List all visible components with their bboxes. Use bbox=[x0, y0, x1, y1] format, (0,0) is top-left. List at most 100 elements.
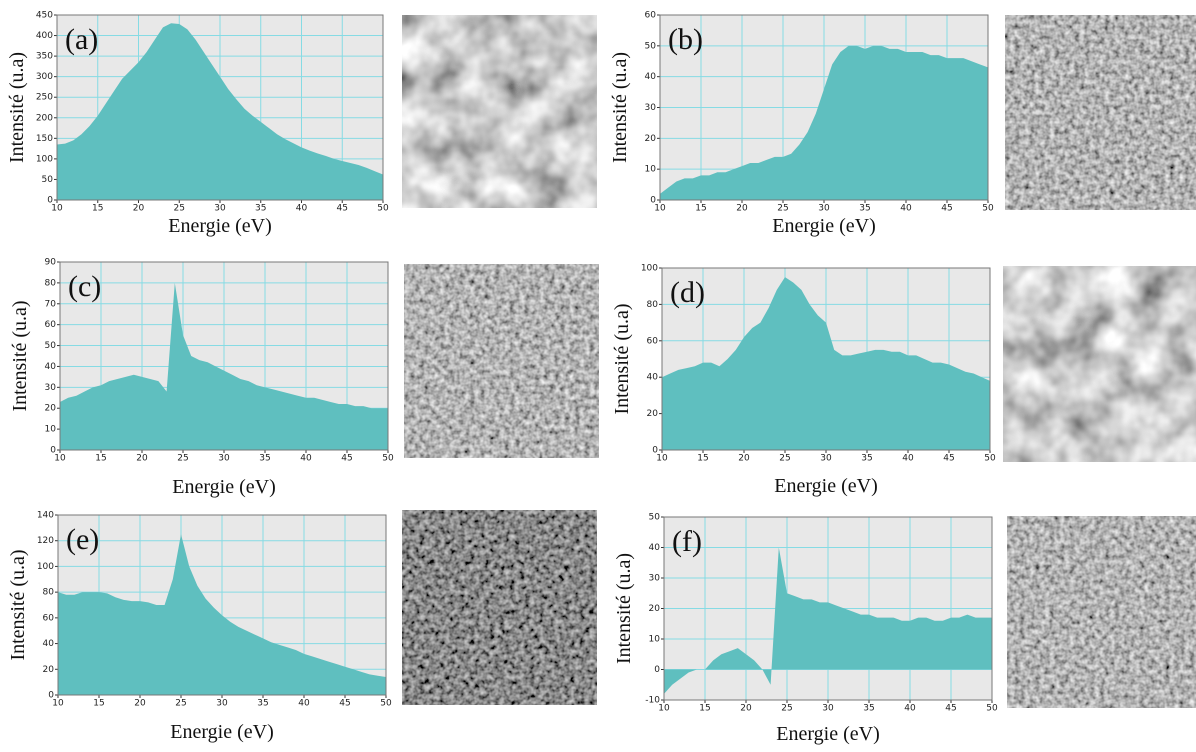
area bbox=[660, 45, 988, 201]
y-axis-label: Intensité (u.a) bbox=[609, 52, 631, 163]
x-tick-label: 25 bbox=[177, 454, 188, 464]
y-tick-label: 450 bbox=[36, 11, 53, 21]
y-tick-label: 200 bbox=[36, 113, 53, 123]
y-tick-label: 20 bbox=[649, 604, 661, 614]
y-tick-label: 50 bbox=[649, 513, 661, 523]
panel-label: (a) bbox=[65, 23, 98, 56]
y-tick-label: 50 bbox=[42, 175, 54, 185]
x-tick-label: 40 bbox=[900, 204, 912, 214]
y-axis-label: Intensité (u.a) bbox=[6, 52, 28, 163]
y-tick-label: 40 bbox=[649, 543, 661, 553]
x-tick-label: 10 bbox=[52, 699, 64, 709]
x-axis-label: Energie (eV) bbox=[774, 475, 877, 497]
y-tick-label: 90 bbox=[45, 258, 57, 268]
area bbox=[664, 547, 992, 694]
y-tick-label: 10 bbox=[649, 635, 661, 645]
y-tick-label: 20 bbox=[647, 409, 659, 419]
plot-frame bbox=[663, 516, 993, 701]
x-tick-label: 45 bbox=[339, 699, 350, 709]
x-tick-label: 20 bbox=[134, 699, 146, 709]
y-tick-label: 60 bbox=[43, 613, 55, 623]
x-tick-label: 35 bbox=[257, 699, 268, 709]
y-tick-label: 70 bbox=[45, 299, 57, 309]
x-tick-label: 45 bbox=[341, 454, 352, 464]
y-tick-label: 80 bbox=[43, 588, 55, 598]
y-axis-label: Intensité (u.a) bbox=[9, 300, 31, 411]
y-tick-label: 60 bbox=[645, 11, 657, 21]
y-tick-label: 250 bbox=[36, 93, 53, 103]
x-tick-label: 10 bbox=[51, 204, 63, 214]
x-tick-label: 40 bbox=[298, 699, 310, 709]
x-axis-label: Energie (eV) bbox=[168, 215, 271, 237]
y-tick-label: 30 bbox=[645, 103, 657, 113]
panel-label: (e) bbox=[66, 523, 99, 556]
area bbox=[662, 277, 990, 450]
image-thumbnail bbox=[1005, 15, 1196, 210]
x-tick-label: 50 bbox=[986, 704, 998, 714]
y-tick-label: 100 bbox=[36, 154, 53, 164]
x-tick-label: 45 bbox=[337, 204, 348, 214]
image-thumbnail bbox=[404, 264, 599, 458]
y-tick-label: 140 bbox=[37, 511, 54, 521]
x-tick-label: 15 bbox=[92, 204, 103, 214]
image-thumbnail bbox=[402, 510, 597, 705]
plot-frame bbox=[59, 261, 389, 451]
x-tick-label: 35 bbox=[259, 454, 270, 464]
y-tick-label: 120 bbox=[37, 536, 54, 546]
y-tick-label: 40 bbox=[645, 72, 657, 82]
area bbox=[60, 282, 388, 450]
x-tick-label: 50 bbox=[377, 204, 389, 214]
y-axis-label: Intensité (u.a) bbox=[7, 549, 29, 660]
panel-label: (d) bbox=[670, 276, 705, 309]
x-tick-label: 15 bbox=[93, 699, 104, 709]
y-tick-label: 150 bbox=[36, 134, 53, 144]
y-tick-label: 0 bbox=[47, 196, 53, 206]
y-tick-label: 10 bbox=[645, 165, 657, 175]
y-tick-label: 0 bbox=[50, 446, 56, 456]
y-tick-label: 0 bbox=[652, 446, 658, 456]
x-tick-label: 50 bbox=[380, 699, 392, 709]
x-tick-label: 30 bbox=[214, 204, 226, 214]
x-axis-label: Energie (eV) bbox=[172, 476, 275, 498]
image-thumbnail bbox=[402, 15, 597, 208]
x-tick-label: 40 bbox=[902, 454, 914, 464]
y-tick-label: 60 bbox=[647, 336, 659, 346]
x-tick-label: 20 bbox=[740, 704, 752, 714]
x-tick-label: 10 bbox=[654, 204, 666, 214]
x-tick-label: 20 bbox=[136, 454, 148, 464]
y-tick-label: 0 bbox=[650, 196, 656, 206]
panel-label: (c) bbox=[68, 270, 101, 303]
x-tick-label: 45 bbox=[941, 204, 952, 214]
x-tick-label: 15 bbox=[695, 204, 706, 214]
x-tick-label: 35 bbox=[255, 204, 266, 214]
x-tick-label: 35 bbox=[861, 454, 872, 464]
y-axis-label: Intensité (u.a) bbox=[611, 303, 633, 414]
panel-label: (f) bbox=[672, 525, 702, 558]
image-thumbnail bbox=[1003, 266, 1196, 462]
x-tick-label: 45 bbox=[945, 704, 956, 714]
plot-frame bbox=[659, 14, 989, 201]
y-tick-label: -10 bbox=[645, 696, 660, 706]
y-tick-label: 400 bbox=[36, 31, 53, 41]
plot-frame bbox=[56, 14, 384, 201]
x-tick-label: 30 bbox=[218, 454, 230, 464]
x-tick-label: 45 bbox=[943, 454, 954, 464]
y-tick-label: 30 bbox=[45, 383, 57, 393]
y-tick-label: 40 bbox=[647, 373, 659, 383]
x-tick-label: 40 bbox=[296, 204, 308, 214]
x-tick-label: 15 bbox=[697, 454, 708, 464]
y-tick-label: 30 bbox=[649, 574, 661, 584]
x-tick-label: 25 bbox=[781, 704, 792, 714]
y-tick-label: 40 bbox=[45, 362, 57, 372]
x-tick-label: 35 bbox=[863, 704, 874, 714]
x-tick-label: 30 bbox=[822, 704, 834, 714]
x-tick-label: 25 bbox=[777, 204, 788, 214]
y-tick-label: 40 bbox=[43, 639, 55, 649]
x-tick-label: 40 bbox=[300, 454, 312, 464]
x-tick-label: 30 bbox=[818, 204, 830, 214]
x-tick-label: 50 bbox=[982, 204, 994, 214]
y-tick-label: 300 bbox=[36, 72, 53, 82]
y-tick-label: 80 bbox=[647, 300, 659, 310]
x-axis-label: Energie (eV) bbox=[776, 723, 879, 745]
